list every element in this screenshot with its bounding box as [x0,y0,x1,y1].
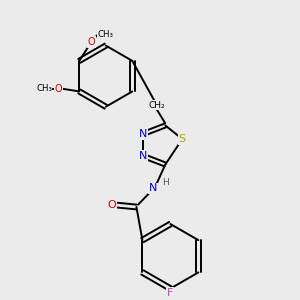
Text: O: O [108,200,116,210]
Text: S: S [179,134,186,144]
Text: CH₃: CH₃ [36,84,52,93]
Text: O: O [87,37,95,47]
Text: N: N [139,129,147,139]
Text: H: H [162,178,169,187]
Text: F: F [167,288,174,298]
Text: CH₂: CH₂ [148,100,165,109]
Text: CH₃: CH₃ [97,30,113,39]
Text: O: O [54,84,62,94]
Text: N: N [139,151,147,161]
Text: N: N [149,183,158,193]
